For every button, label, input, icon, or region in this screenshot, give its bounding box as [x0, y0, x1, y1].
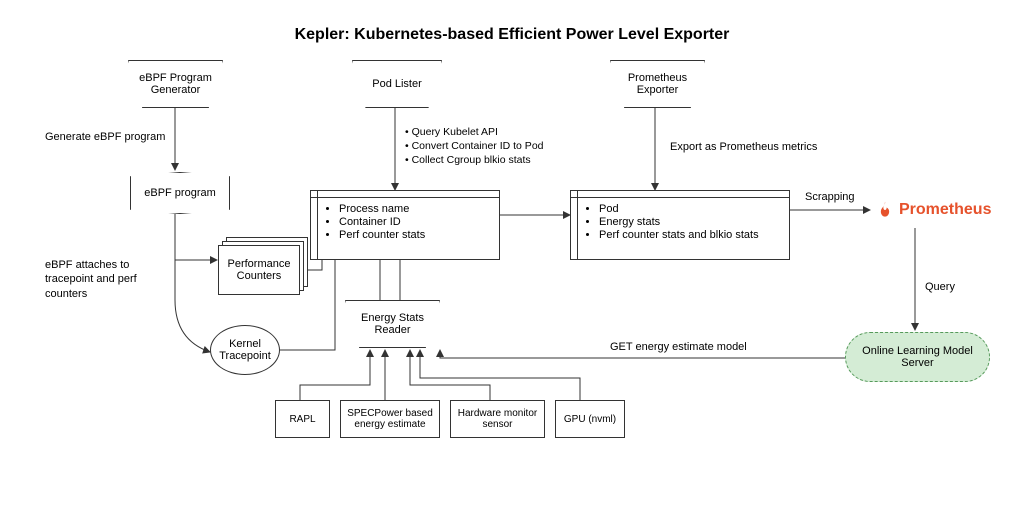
flame-icon — [875, 200, 895, 220]
node-label: Energy Stats Reader — [361, 312, 424, 336]
list-item: Container ID — [339, 216, 491, 228]
node-label: Hardware monitor sensor — [458, 408, 537, 430]
node-perf-counters: Performance Counters — [218, 245, 300, 295]
note-item: Collect Cgroup blkio stats — [405, 153, 565, 167]
diagram-title: Kepler: Kubernetes-based Efficient Power… — [0, 26, 1024, 44]
node-label: SPECPower based energy estimate — [347, 408, 433, 430]
node-ebpf-program: eBPF program — [130, 172, 230, 214]
node-pod-lister: Pod Lister — [352, 60, 442, 108]
prometheus-text: Prometheus — [899, 201, 991, 219]
node-model-server: Online Learning Model Server — [845, 332, 990, 382]
label-ebpf-attaches: eBPF attaches to tracepoint and perf cou… — [45, 258, 165, 301]
node-rapl: RAPL — [275, 400, 330, 438]
databox-mid: Process name Container ID Perf counter s… — [310, 190, 500, 260]
node-label: Kernel Tracepoint — [219, 338, 271, 362]
label-query: Query — [925, 280, 955, 294]
list-item: Energy stats — [599, 216, 781, 228]
node-energy-reader: Energy Stats Reader — [345, 300, 440, 348]
node-prometheus-exporter: Prometheus Exporter — [610, 60, 705, 108]
label-get-model: GET energy estimate model — [610, 340, 747, 354]
list-item: Perf counter stats and blkio stats — [599, 229, 781, 241]
label-export-metrics: Export as Prometheus metrics — [670, 140, 840, 154]
note-item: Query Kubelet API — [405, 125, 565, 139]
label-generate-ebpf: Generate eBPF program — [45, 130, 175, 144]
node-specpower: SPECPower based energy estimate — [340, 400, 440, 438]
note-item: Convert Container ID to Pod — [405, 139, 565, 153]
node-hwmon: Hardware monitor sensor — [450, 400, 545, 438]
list-item: Pod — [599, 203, 781, 215]
node-label: Prometheus Exporter — [628, 72, 687, 96]
node-label: Performance Counters — [228, 258, 291, 282]
node-label: eBPF Program Generator — [139, 72, 212, 96]
title-text: Kepler: Kubernetes-based Efficient Power… — [295, 26, 730, 43]
node-label: GPU (nvml) — [564, 414, 616, 425]
pod-lister-notes: Query Kubelet API Convert Container ID t… — [405, 125, 565, 168]
prometheus-logo: Prometheus — [875, 200, 991, 220]
label-scrapping: Scrapping — [805, 190, 855, 204]
list-item: Process name — [339, 203, 491, 215]
databox-right: Pod Energy stats Perf counter stats and … — [570, 190, 790, 260]
node-label: RAPL — [289, 414, 315, 425]
node-gpu: GPU (nvml) — [555, 400, 625, 438]
node-label: Online Learning Model Server — [862, 345, 973, 369]
node-ebpf-generator: eBPF Program Generator — [128, 60, 223, 108]
node-label: Pod Lister — [372, 78, 422, 90]
list-item: Perf counter stats — [339, 229, 491, 241]
node-label: eBPF program — [144, 187, 216, 199]
node-kernel-tracepoint: Kernel Tracepoint — [210, 325, 280, 375]
